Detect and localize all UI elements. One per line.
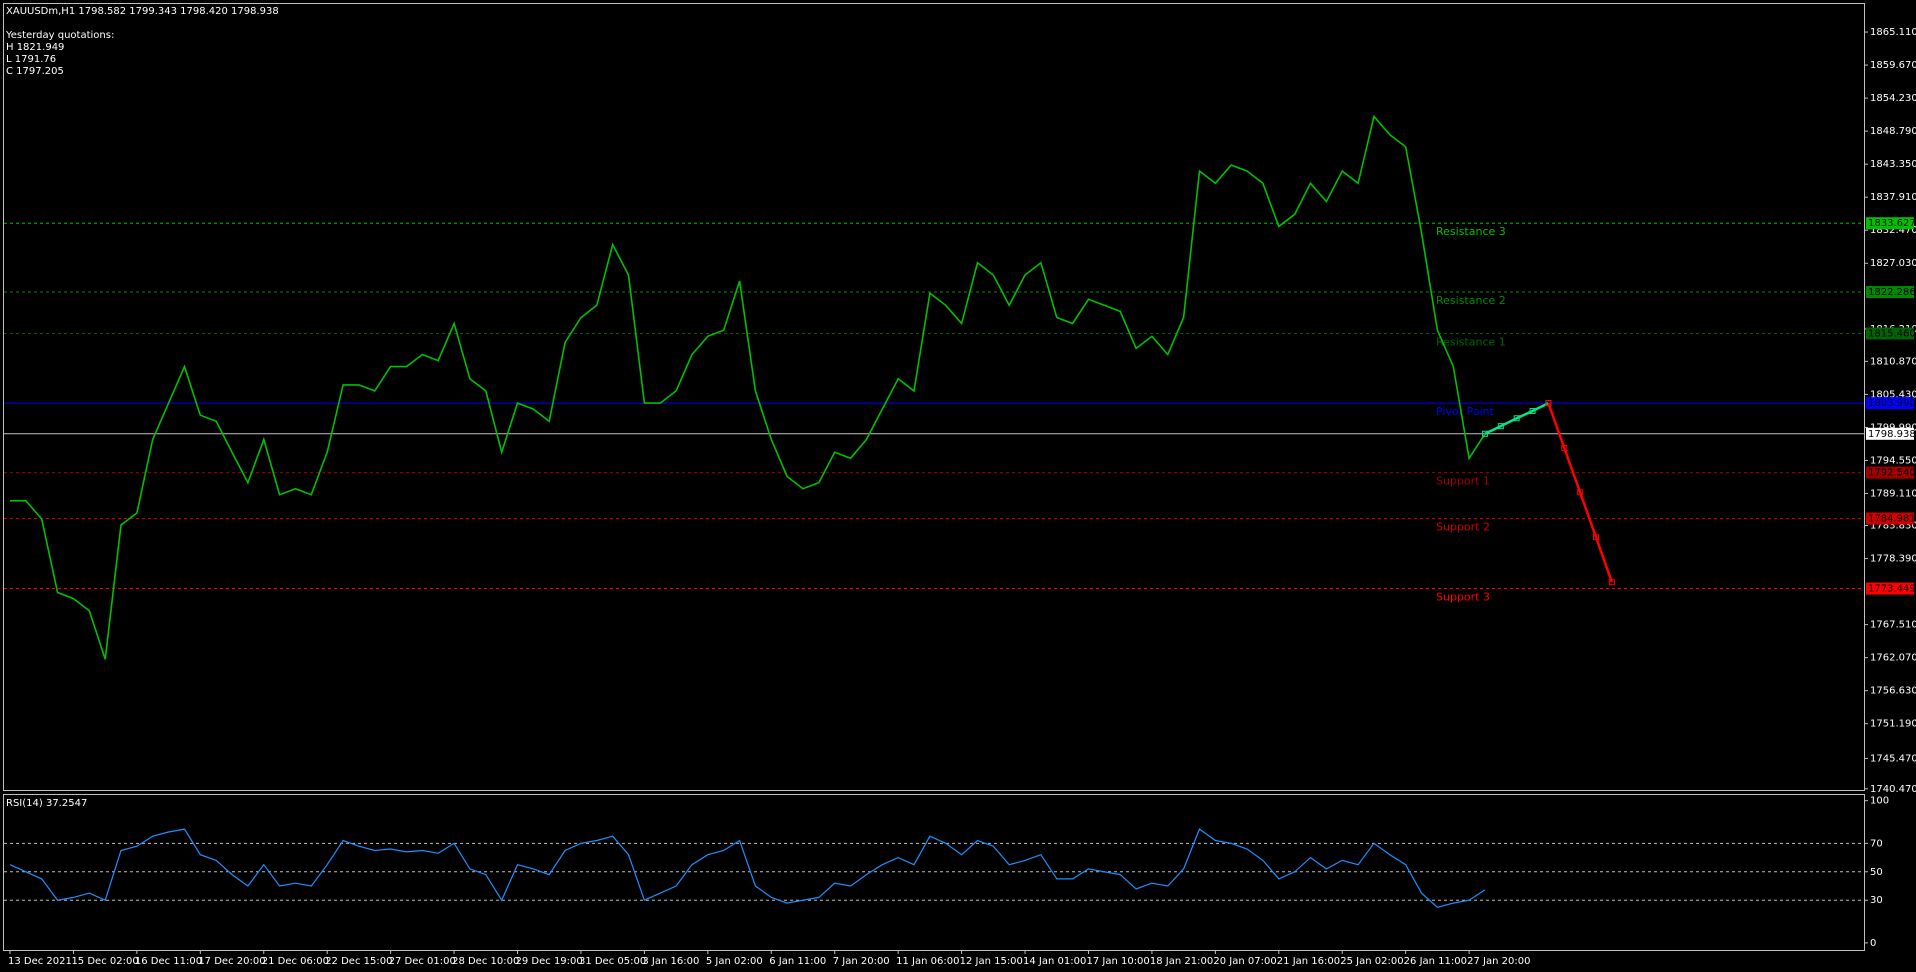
level-value: 1833.627 xyxy=(1868,218,1916,229)
x-tick-label: 14 Jan 01:00 xyxy=(1023,956,1086,967)
x-tick-label: 22 Dec 15:00 xyxy=(325,956,392,967)
x-tick-label: 13 Dec 2021 xyxy=(8,956,72,967)
x-tick-label: 21 Dec 06:00 xyxy=(262,956,329,967)
level-value: 1773.449 xyxy=(1868,584,1916,595)
forecast-point xyxy=(1561,444,1568,451)
x-tick-label: 18 Jan 21:00 xyxy=(1150,956,1213,967)
y-tick-label: 1854.230 xyxy=(1870,93,1916,104)
rsi-tick-label: 30 xyxy=(1870,895,1883,906)
y-tick-label: 1767.510 xyxy=(1870,620,1916,631)
x-tick-label: 15 Dec 02:00 xyxy=(71,956,138,967)
forecast-point xyxy=(1529,407,1536,414)
info-line: C 1797.205 xyxy=(6,66,64,77)
rsi-frame xyxy=(3,794,1865,951)
x-tick-label: 28 Dec 10:00 xyxy=(452,956,519,967)
level-box xyxy=(1866,286,1914,299)
y-tick-label: 1756.630 xyxy=(1870,686,1916,697)
y-tick-label: 1827.030 xyxy=(1870,258,1916,269)
y-tick-label: 1740.470 xyxy=(1870,784,1916,795)
y-tick-label: 1745.470 xyxy=(1870,753,1916,764)
level-name: Resistance 1 xyxy=(1436,335,1506,348)
forecast-line xyxy=(1547,402,1614,583)
level-name: Support 1 xyxy=(1436,475,1490,488)
level-box xyxy=(1866,397,1914,410)
info-line: H 1821.949 xyxy=(6,42,64,53)
level-name: Pivot Point xyxy=(1436,405,1494,418)
rsi-tick-label: 70 xyxy=(1870,838,1883,849)
x-tick-label: 17 Jan 10:00 xyxy=(1086,956,1149,967)
forecast-point xyxy=(1577,489,1584,496)
current-price-value: 1798.938 xyxy=(1868,429,1916,440)
level-value: 1822.286 xyxy=(1868,287,1916,298)
x-tick-label: 5 Jan 02:00 xyxy=(706,956,763,967)
level-name: Resistance 3 xyxy=(1436,225,1506,238)
level-name: Support 3 xyxy=(1436,591,1490,604)
x-tick-label: 7 Jan 20:00 xyxy=(833,956,890,967)
x-tick-label: 17 Dec 20:00 xyxy=(198,956,265,967)
y-tick-label: 1794.550 xyxy=(1870,455,1916,466)
rsi-tick-label: 100 xyxy=(1870,796,1889,807)
x-tick-label: 20 Jan 07:00 xyxy=(1213,956,1276,967)
forecast-point xyxy=(1513,415,1520,422)
info-line: Yesterday quotations: xyxy=(5,30,114,41)
y-tick-label: 1783.830 xyxy=(1870,521,1916,532)
main-frame xyxy=(3,3,1865,791)
forecast-line xyxy=(1484,401,1549,435)
rsi-line xyxy=(9,828,1486,908)
x-tick-label: 27 Dec 01:00 xyxy=(389,956,456,967)
level-box xyxy=(1866,582,1914,595)
y-tick-label: 1751.190 xyxy=(1870,719,1916,730)
level-value: 1784.981 xyxy=(1868,514,1916,525)
level-box xyxy=(1866,512,1914,525)
forecast-point xyxy=(1593,534,1599,541)
forecast-point xyxy=(1545,400,1552,407)
level-name: Support 2 xyxy=(1436,521,1490,534)
level-value: 1803.990 xyxy=(1868,398,1916,409)
x-tick-label: 11 Jan 06:00 xyxy=(896,956,959,967)
y-tick-label: 1810.870 xyxy=(1870,356,1916,367)
y-tick-label: 1832.470 xyxy=(1870,225,1916,236)
rsi-label: RSI(14) 37.2547 xyxy=(6,798,87,809)
x-tick-label: 31 Dec 05:00 xyxy=(579,956,646,967)
y-tick-label: 1762.070 xyxy=(1870,653,1916,664)
y-tick-label: 1865.110 xyxy=(1870,27,1916,38)
y-tick-label: 1848.790 xyxy=(1870,126,1916,137)
x-tick-label: 6 Jan 11:00 xyxy=(769,956,826,967)
rsi-tick-label: 0 xyxy=(1870,938,1876,949)
level-value: 1815.460 xyxy=(1868,328,1916,339)
info-line: L 1791.76 xyxy=(6,54,56,65)
y-tick-label: 1805.430 xyxy=(1870,389,1916,400)
forecast-point xyxy=(1497,423,1504,430)
chart-title: XAUUSDm,H1 1798.582 1799.343 1798.420 17… xyxy=(6,6,279,17)
x-tick-label: 29 Dec 19:00 xyxy=(516,956,583,967)
level-box xyxy=(1866,466,1914,479)
level-name: Resistance 2 xyxy=(1436,294,1506,307)
y-tick-label: 1778.390 xyxy=(1870,554,1916,565)
price-line xyxy=(10,114,1486,660)
x-tick-label: 27 Jan 20:00 xyxy=(1467,956,1530,967)
level-value: 1792.540 xyxy=(1868,468,1916,479)
x-tick-label: 12 Jan 15:00 xyxy=(960,956,1023,967)
rsi-tick-label: 50 xyxy=(1870,867,1883,878)
forecast-point xyxy=(1608,579,1615,586)
level-box xyxy=(1866,327,1914,340)
y-tick-label: 1843.350 xyxy=(1870,159,1916,170)
x-tick-label: 16 Dec 11:00 xyxy=(135,956,202,967)
x-tick-label: 3 Jan 16:00 xyxy=(642,956,699,967)
x-tick-label: 26 Jan 11:00 xyxy=(1404,956,1467,967)
forecast-point xyxy=(1481,430,1488,437)
current-price-box xyxy=(1866,427,1914,440)
x-tick-label: 21 Jan 16:00 xyxy=(1277,956,1340,967)
y-tick-label: 1859.670 xyxy=(1870,60,1916,71)
y-tick-label: 1837.910 xyxy=(1870,192,1916,203)
y-tick-label: 1789.110 xyxy=(1870,488,1916,499)
level-box xyxy=(1866,217,1914,230)
x-tick-label: 25 Jan 02:00 xyxy=(1340,956,1403,967)
